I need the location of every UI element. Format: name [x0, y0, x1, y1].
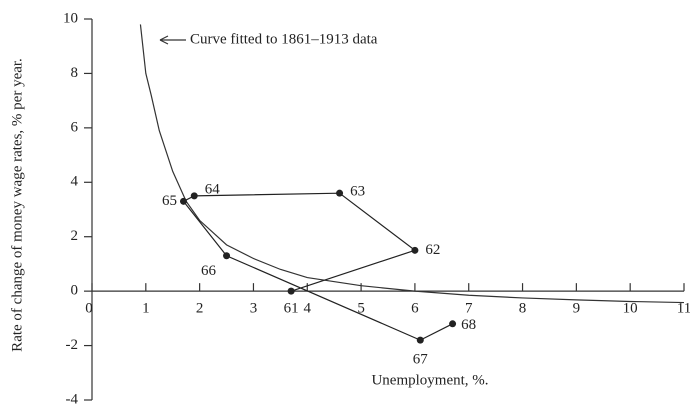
- x-tick-label: 8: [519, 301, 527, 317]
- x-tick-label: 2: [196, 301, 204, 317]
- x-tick-label: 0: [85, 301, 93, 317]
- point-label: 63: [350, 184, 365, 200]
- annotation-arrowhead: [159, 35, 169, 45]
- x-axis-label: Unemployment, %.: [371, 372, 488, 388]
- point-label: 68: [461, 317, 476, 333]
- x-tick-label: 10: [623, 301, 638, 317]
- data-point: [190, 192, 198, 200]
- annotation: Curve fitted to 1861–1913 data: [190, 31, 378, 47]
- y-axis-label: Rate of change of money wage rates, % pe…: [9, 58, 25, 352]
- y-tick-label: 0: [71, 283, 79, 299]
- data-point: [449, 320, 457, 328]
- y-tick-label: 10: [63, 10, 78, 26]
- point-label: 65: [162, 193, 177, 209]
- y-tick-label: 2: [71, 228, 79, 244]
- point-label: 62: [425, 242, 440, 258]
- x-tick-label: 4: [304, 301, 312, 317]
- data-point: [411, 246, 419, 254]
- y-tick-label: -2: [66, 337, 79, 353]
- data-point: [416, 336, 424, 344]
- point-label: 67: [413, 352, 429, 368]
- x-tick-label: 5: [357, 301, 365, 317]
- x-tick-label: 6: [411, 301, 419, 317]
- x-tick-label: 11: [677, 301, 690, 317]
- point-label: 61: [284, 301, 299, 317]
- data-point: [287, 287, 295, 295]
- data-point: [179, 197, 187, 205]
- x-tick-label: 1: [142, 301, 150, 317]
- y-tick-label: 6: [71, 119, 79, 135]
- y-tick-label: -4: [66, 391, 79, 407]
- y-tick-label: 8: [71, 65, 79, 81]
- point-label: 64: [205, 181, 221, 197]
- x-tick-label: 7: [465, 301, 473, 317]
- fitted-curve: [139, 24, 685, 304]
- y-tick-label: 4: [71, 174, 79, 190]
- data-point: [223, 252, 231, 260]
- data-line: [182, 192, 453, 341]
- x-tick-label: 3: [250, 301, 258, 317]
- data-point: [336, 189, 344, 197]
- point-label: 66: [201, 263, 217, 279]
- x-tick-label: 9: [573, 301, 581, 317]
